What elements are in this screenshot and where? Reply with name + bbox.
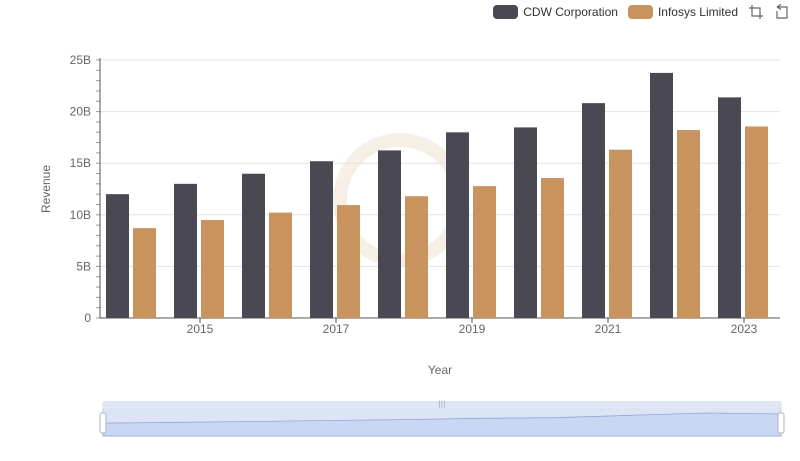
legend: CDW Corporation Infosys Limited [493, 4, 790, 20]
restore-icon[interactable] [774, 4, 790, 20]
x-axis-title: Year [428, 363, 452, 377]
x-tick-label: 2019 [459, 322, 486, 336]
bar-infosys-2023 [745, 126, 768, 318]
bar-cdw-2022 [650, 72, 673, 319]
y-tick-label: 20B [70, 105, 91, 119]
legend-swatch-cdw [493, 5, 519, 19]
legend-label-cdw: CDW Corporation [523, 5, 618, 19]
x-tick-label: 2023 [731, 322, 758, 336]
bar-infosys-2014 [133, 228, 156, 318]
y-tick-label: 10B [70, 208, 91, 222]
bar-infosys-2017 [337, 205, 360, 318]
x-tick-label: 2017 [323, 322, 350, 336]
bar-cdw-2021 [582, 103, 605, 318]
bar-cdw-2019 [446, 132, 469, 318]
y-tick-label: 25B [70, 53, 91, 67]
bar-cdw-2020 [514, 127, 537, 318]
zoom-handle-left[interactable] [99, 412, 107, 434]
bar-cdw-2015 [174, 183, 197, 318]
zoom-handle-right[interactable] [777, 412, 785, 434]
bar-cdw-2023 [718, 97, 741, 318]
y-tick-label: 5B [76, 259, 91, 273]
bar-infosys-2016 [269, 212, 292, 318]
zoom-selection [103, 403, 781, 436]
legend-item-infosys[interactable]: Infosys Limited [627, 5, 738, 19]
bar-infosys-2020 [541, 178, 564, 318]
bar-cdw-2016 [242, 173, 265, 318]
legend-label-infosys: Infosys Limited [657, 5, 738, 19]
legend-item-cdw[interactable]: CDW Corporation [493, 5, 618, 19]
bar-infosys-2018 [405, 196, 428, 318]
bar-infosys-2015 [201, 219, 224, 318]
bar-cdw-2017 [310, 161, 333, 318]
y-tick-label: 0 [84, 311, 91, 325]
y-axis-title: Revenue [39, 165, 53, 213]
bar-cdw-2018 [378, 150, 401, 318]
x-tick-label: 2015 [187, 322, 214, 336]
zoom-move-bar[interactable] [103, 401, 781, 408]
y-tick-label: 15B [70, 156, 91, 170]
x-tick-label: 2021 [595, 322, 622, 336]
legend-swatch-infosys [627, 5, 653, 19]
bar-infosys-2021 [609, 149, 632, 318]
bar-cdw-2014 [106, 194, 129, 318]
zoom-grip: ||| [438, 400, 445, 408]
zoom-icon[interactable] [748, 4, 764, 20]
bar-infosys-2022 [677, 130, 700, 318]
bar-infosys-2019 [473, 186, 496, 318]
